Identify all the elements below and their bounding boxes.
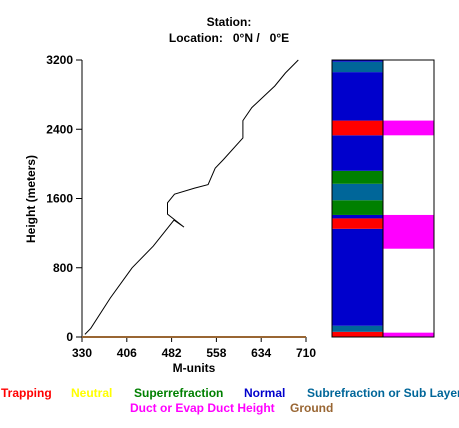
layer-segment-normal: [332, 135, 383, 171]
layer-segment-normal: [332, 228, 383, 326]
layer-segment-subrefraction: [332, 325, 383, 332]
duct-segment: [383, 332, 434, 337]
layer-segment-superrefraction: [332, 200, 383, 215]
x-tick-label: 406: [117, 346, 137, 360]
x-tick-label: 482: [162, 346, 182, 360]
y-tick-label: 2400: [46, 122, 73, 136]
plot-area: 0 800 1600 2400 3200 330 406 482 558 634 710: [46, 53, 316, 360]
legend-neutral: Neutral: [71, 386, 112, 400]
layer-segment-normal: [332, 72, 383, 121]
layer-segment-trapping: [332, 218, 383, 229]
layer-segment-normal: [332, 214, 383, 219]
x-tick-label: 558: [206, 346, 226, 360]
layer-segment-normal: [332, 60, 383, 62]
layer-segment-subrefraction: [332, 61, 383, 73]
y-tick-label: 0: [66, 330, 73, 344]
x-tick-label: 634: [251, 346, 271, 360]
layer-segment-superrefraction: [332, 170, 383, 184]
location-label: Location: 0°N / 0°E: [169, 31, 289, 45]
legend-duct: Duct or Evap Duct Height: [130, 401, 275, 415]
x-tick-label: 710: [296, 346, 316, 360]
legend-trapping: Trapping: [1, 386, 52, 400]
legend-ground: Ground: [290, 401, 333, 415]
duct-segment: [383, 120, 434, 136]
legend-superrefraction: Superrefraction: [134, 386, 223, 400]
duct-column-background: [383, 60, 434, 337]
duct-height-column: [382, 59, 435, 338]
layer-segment-trapping: [332, 331, 383, 337]
layer-segment-subrefraction: [332, 183, 383, 201]
duct-segment: [383, 214, 434, 249]
legend-normal: Normal: [244, 386, 285, 400]
y-axis-label: Height (meters): [24, 155, 38, 243]
y-tick-label: 1600: [46, 192, 73, 206]
x-axis-label: M-units: [173, 361, 216, 375]
station-label: Station:: [207, 15, 252, 29]
layer-segment-trapping: [332, 120, 383, 136]
x-tick-label: 330: [72, 346, 92, 360]
duct-column-border: [382, 59, 435, 338]
m-unit-profile-line: [84, 59, 299, 335]
y-tick-label: 3200: [46, 53, 73, 67]
layer-type-column: [331, 59, 384, 338]
legend-subrefraction: Subrefraction or Sub Layer: [307, 386, 459, 400]
y-tick-label: 800: [53, 261, 73, 275]
